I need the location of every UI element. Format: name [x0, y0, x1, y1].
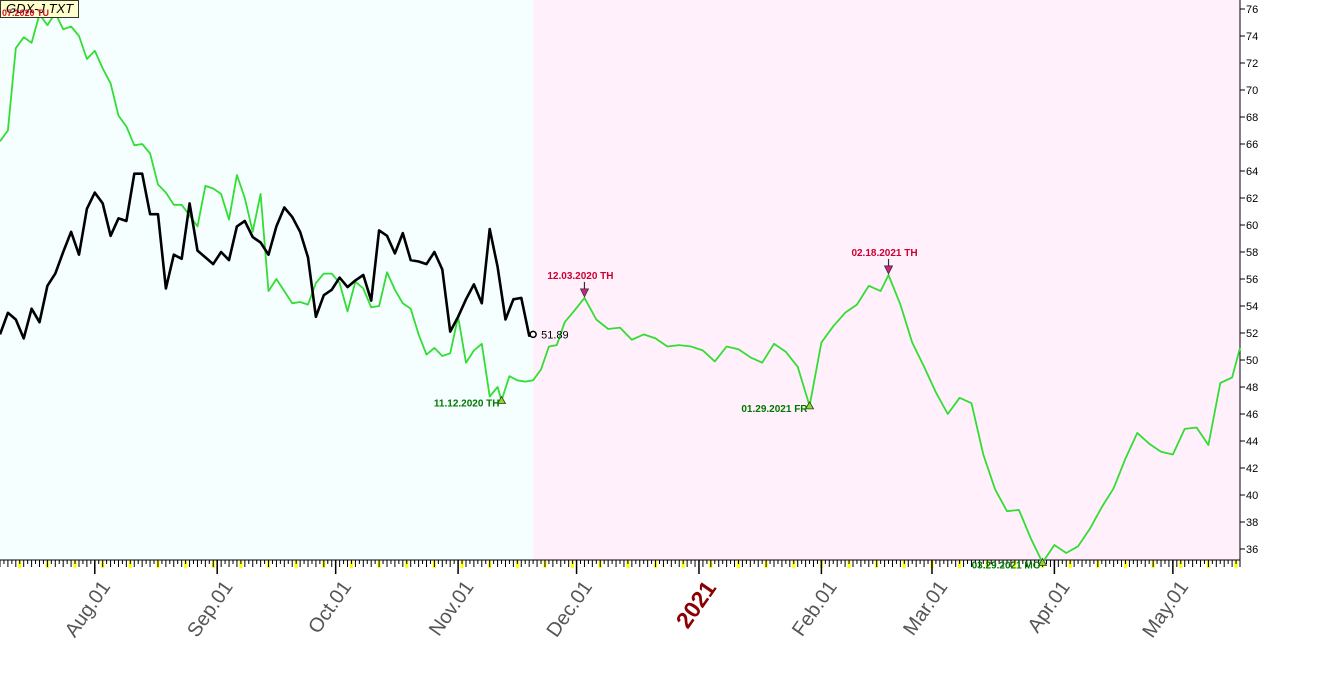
x-week-marker	[184, 561, 188, 568]
y-tick-label: 52	[1246, 328, 1258, 340]
x-month-label: Mar.01	[899, 577, 952, 640]
x-week-marker	[515, 561, 519, 568]
y-tick-label: 76	[1246, 4, 1258, 16]
y-tick-label: 40	[1246, 490, 1258, 502]
x-week-marker	[128, 561, 132, 568]
low-arrow-icon	[804, 401, 815, 410]
x-week-marker	[349, 561, 353, 568]
projection-line	[0, 12, 1241, 564]
y-tick-label: 54	[1246, 301, 1258, 313]
price-line	[0, 172, 534, 340]
x-week-marker	[18, 561, 22, 568]
x-week-marker	[792, 561, 796, 568]
low-date-label: 03.29.2021 MO	[972, 561, 1041, 572]
x-week-marker	[405, 561, 409, 568]
y-tick-label: 56	[1246, 274, 1258, 286]
x-week-marker	[1234, 561, 1238, 568]
y-tick-label: 64	[1246, 166, 1258, 178]
y-tick-label: 66	[1246, 139, 1258, 151]
y-tick-label: 68	[1246, 112, 1258, 124]
x-week-marker	[958, 561, 962, 568]
x-month-label: Oct.01	[304, 577, 356, 638]
y-tick-label: 74	[1246, 31, 1258, 43]
x-week-marker	[736, 561, 740, 568]
low-date-label: 01.29.2021 FR	[741, 404, 808, 415]
y-tick-label: 50	[1246, 355, 1258, 367]
y-tick-label: 60	[1246, 220, 1258, 232]
high-date-label: 12.03.2020 TH	[547, 271, 613, 282]
x-month-label: Aug.01	[61, 577, 115, 642]
x-month-label: May.01	[1138, 577, 1193, 642]
x-week-marker	[902, 561, 906, 568]
last-price-marker	[529, 330, 537, 339]
x-week-marker	[1068, 561, 1072, 568]
x-week-marker	[73, 561, 77, 568]
x-week-marker	[460, 561, 464, 568]
x-week-marker	[847, 561, 851, 568]
x-week-marker	[294, 561, 298, 568]
y-tick-label: 72	[1246, 58, 1258, 70]
x-month-label: Feb.01	[788, 577, 842, 641]
y-tick-label: 38	[1246, 517, 1258, 529]
y-axis: 36 38 40 42 44 46 48 50 52 54 56 58 60 62 64 66 68 70 72 74…	[1239, 0, 1258, 562]
low-arrow-icon	[1037, 557, 1048, 566]
y-tick-label: 48	[1246, 382, 1258, 394]
x-week-marker	[1123, 561, 1127, 568]
y-tick-label: 42	[1246, 463, 1258, 475]
y-tick-label: 70	[1246, 85, 1258, 97]
ticker-label[interactable]: GDX-J TXT	[0, 0, 80, 18]
x-month-label: Apr.01	[1024, 577, 1075, 637]
x-month-label: Sep.01	[183, 577, 237, 642]
chart-background	[0, 0, 1240, 560]
x-month-label: Nov.01	[425, 577, 479, 640]
x-week-marker	[571, 561, 575, 568]
x-year-label: 2021	[671, 576, 722, 633]
past-region	[0, 0, 534, 560]
x-week-marker	[626, 561, 630, 568]
x-week-marker	[1013, 561, 1017, 568]
series-lines: 51.89	[0, 12, 1241, 564]
x-week-marker	[239, 561, 243, 568]
y-tick-label: 58	[1246, 247, 1258, 259]
low-date-label: 11.12.2020 TH	[434, 399, 500, 410]
ticker-overlay-date: 07.2020 TU	[2, 8, 50, 18]
x-month-label: Dec.01	[543, 577, 597, 642]
y-tick-label: 44	[1246, 436, 1258, 448]
low-arrow-icon	[496, 395, 507, 404]
x-week-marker	[681, 561, 685, 568]
x-week-marker	[1179, 561, 1183, 568]
y-tick-label: 36	[1246, 544, 1258, 556]
y-tick-label: 62	[1246, 193, 1258, 205]
last-price-label: 51.89	[541, 329, 569, 341]
x-axis: Aug.01 Sep.01 Oct.01 Nov.01 Dec.01 2021 Feb.01…	[0, 559, 1241, 642]
high-date-label: 02.18.2021 TH	[851, 248, 917, 259]
y-tick-label: 46	[1246, 409, 1258, 421]
